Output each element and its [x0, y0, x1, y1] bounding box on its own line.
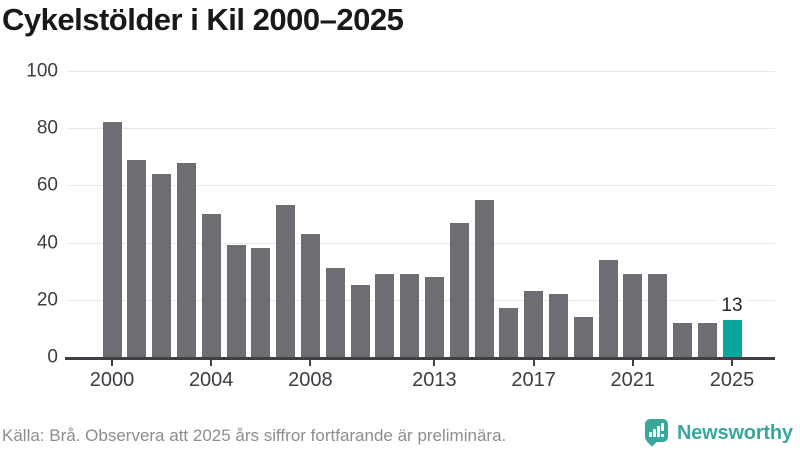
bar-2022: [648, 274, 668, 357]
x-tick-label-2021: 2021: [610, 369, 656, 391]
x-tick-label-2025: 2025: [709, 369, 755, 391]
y-tick-label-40: 40: [36, 232, 58, 254]
chart-title: Cykelstölder i Kil 2000–2025: [2, 2, 404, 37]
gridline-60: [68, 185, 775, 187]
bar-2001: [127, 160, 147, 357]
bar-2020: [598, 260, 618, 357]
logo-text: Newsworthy: [677, 422, 793, 444]
bar-2024: [697, 323, 717, 357]
bar-2010: [350, 285, 370, 357]
x-tick-label-2008: 2008: [288, 369, 333, 391]
x-tick-label-2013: 2013: [412, 369, 457, 391]
x-tick-2004: [210, 360, 213, 366]
logo-exclamation-dot-icon: [661, 434, 664, 437]
bar-2018: [548, 294, 568, 357]
x-tick-2021: [631, 360, 634, 366]
bar-2005: [226, 245, 246, 357]
bar-2017: [524, 291, 544, 357]
x-tick-2025: [731, 360, 733, 366]
x-tick-label-2017: 2017: [511, 369, 556, 391]
gridline-20: [68, 299, 775, 301]
newsworthy-logo: Newsworthy: [645, 418, 793, 448]
gridline-100: [68, 71, 775, 72]
x-tick-2000: [111, 360, 113, 366]
bar-value-label: 13: [717, 294, 747, 317]
bar-2019: [573, 317, 593, 357]
y-tick-label-80: 80: [36, 117, 58, 139]
logo-bar-icon: [653, 429, 656, 437]
bar-2004: [201, 214, 221, 357]
bar-2006: [251, 248, 271, 357]
x-axis-line: [65, 357, 775, 360]
y-tick-label-60: 60: [36, 174, 58, 196]
gridline-80: [68, 128, 775, 130]
source-note: Källa: Brå. Observera att 2025 års siffr…: [2, 426, 507, 445]
bar-2025: [722, 320, 742, 357]
bar-2014: [449, 223, 469, 357]
bar-2012: [400, 274, 420, 357]
bar-2015: [474, 200, 494, 357]
y-tick-label-100: 100: [26, 60, 58, 82]
bar-2021: [623, 274, 643, 357]
bar-2011: [375, 274, 395, 357]
x-tick-2017: [532, 360, 535, 366]
x-tick-2008: [309, 360, 312, 366]
x-tick-label-2004: 2004: [188, 369, 234, 391]
logo-exclamation-icon: [661, 423, 664, 431]
bar-2000: [102, 122, 122, 357]
bar-2013: [424, 277, 444, 357]
logo-bar-icon: [649, 432, 652, 437]
bar-2008: [300, 234, 320, 357]
bar-2016: [499, 308, 519, 357]
y-tick-label-0: 0: [47, 346, 58, 368]
bar-2002: [152, 174, 172, 357]
y-axis-labels: 0 20 40 60 80 100: [10, 62, 58, 367]
bar-2009: [325, 268, 345, 357]
x-tick-label-2000: 2000: [89, 369, 135, 391]
bar-2003: [176, 163, 196, 357]
gridline-40: [68, 242, 775, 244]
bar-2007: [276, 205, 296, 357]
logo-bar-icon: [657, 426, 660, 437]
plot-area: 13 2000 2004 2008 2013 2017 2021 2025: [65, 71, 775, 391]
newsworthy-bubble-chart-icon: [645, 419, 668, 442]
y-tick-label-20: 20: [36, 289, 58, 311]
x-tick-2013: [433, 360, 436, 366]
bar-2023: [672, 323, 692, 357]
